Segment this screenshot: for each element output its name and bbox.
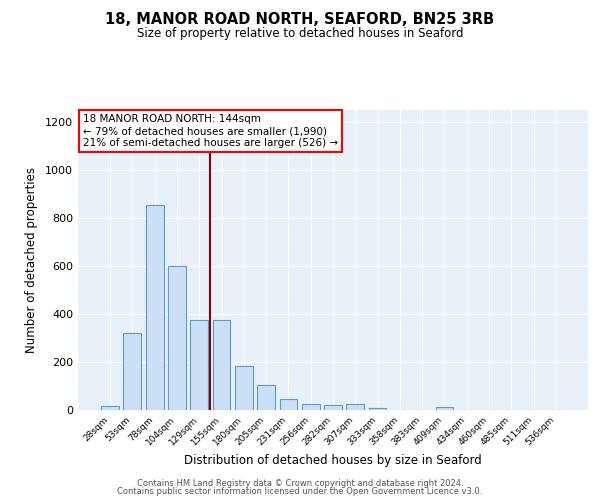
Bar [168, 266, 186, 410]
Text: Contains HM Land Registry data © Crown copyright and database right 2024.: Contains HM Land Registry data © Crown c… [137, 478, 463, 488]
Bar [302, 404, 320, 410]
Text: Contains public sector information licensed under the Open Government Licence v3: Contains public sector information licen… [118, 488, 482, 496]
Bar [280, 398, 298, 410]
Bar [146, 205, 164, 410]
Text: 18, MANOR ROAD NORTH, SEAFORD, BN25 3RB: 18, MANOR ROAD NORTH, SEAFORD, BN25 3RB [106, 12, 494, 28]
Bar [190, 320, 208, 410]
Text: Size of property relative to detached houses in Seaford: Size of property relative to detached ho… [137, 28, 463, 40]
Bar [101, 406, 119, 410]
Bar [257, 385, 275, 410]
Text: 18 MANOR ROAD NORTH: 144sqm
← 79% of detached houses are smaller (1,990)
21% of : 18 MANOR ROAD NORTH: 144sqm ← 79% of det… [83, 114, 338, 148]
Bar [324, 405, 342, 410]
Bar [124, 333, 142, 410]
Bar [368, 408, 386, 410]
Bar [212, 320, 230, 410]
Bar [235, 366, 253, 410]
X-axis label: Distribution of detached houses by size in Seaford: Distribution of detached houses by size … [184, 454, 482, 467]
Bar [346, 404, 364, 410]
Bar [436, 407, 454, 410]
Y-axis label: Number of detached properties: Number of detached properties [25, 167, 38, 353]
